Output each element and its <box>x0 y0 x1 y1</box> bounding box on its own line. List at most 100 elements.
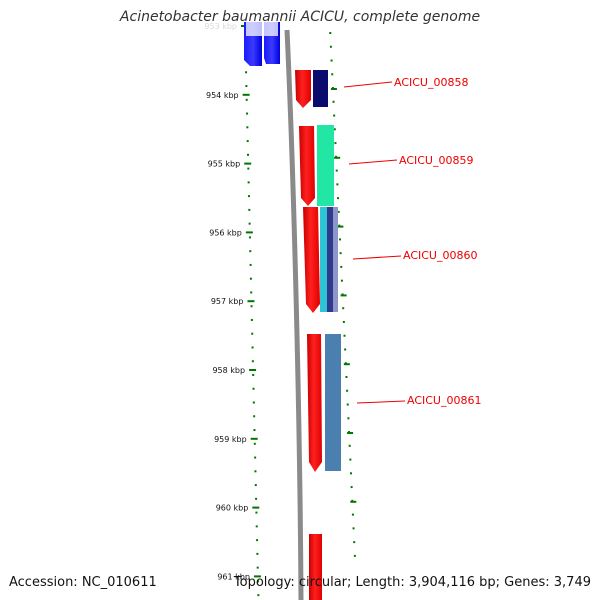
cds-arrow-00860[interactable] <box>303 207 320 313</box>
inner-minor-tick <box>248 236 251 239</box>
kbp-major-tick <box>244 162 252 165</box>
inner-minor-tick <box>251 360 254 363</box>
map-title: Acinetobacter baumannii ACICU, complete … <box>119 9 481 25</box>
inner-minor-tick <box>245 85 248 88</box>
inner-minor-tick <box>253 442 256 445</box>
kbp-major-tick <box>247 300 255 303</box>
outer-major-tick <box>334 156 341 159</box>
backbone-ring <box>284 29 304 600</box>
inner-minor-tick <box>249 263 252 266</box>
forward-cds-track <box>295 70 322 600</box>
gene-label-00861[interactable]: ACICU_00861 <box>407 394 481 407</box>
outer-tick-ring <box>329 32 357 557</box>
gene-block-top <box>244 22 280 66</box>
outer-minor-tick <box>350 486 353 489</box>
inner-minor-tick <box>249 277 252 280</box>
kbp-major-tick <box>249 369 257 371</box>
outer-minor-tick <box>343 334 346 337</box>
outer-minor-tick <box>340 265 343 268</box>
outer-minor-tick <box>337 210 340 213</box>
kbp-tick-label: 954 kbp <box>206 91 239 100</box>
annotation-block-00859[interactable] <box>317 125 334 206</box>
outer-minor-tick <box>336 183 339 186</box>
kbp-tick-label: 953 kbp <box>204 22 237 31</box>
outer-minor-tick <box>330 59 333 62</box>
annotation-block-00858[interactable] <box>313 70 328 107</box>
inner-minor-tick <box>255 497 258 500</box>
outer-minor-tick <box>333 114 336 117</box>
outer-minor-tick <box>353 541 356 544</box>
inner-minor-tick <box>255 511 258 514</box>
kbp-major-tick <box>242 93 250 96</box>
gene-label-00858[interactable]: ACICU_00858 <box>394 76 468 89</box>
inner-minor-tick <box>257 580 260 583</box>
inner-minor-tick <box>254 484 257 487</box>
cds-arrow-00859[interactable] <box>299 126 315 206</box>
kbp-tick-label: 956 kbp <box>209 228 242 237</box>
kbp-major-tick <box>253 575 261 578</box>
callout-line-00859 <box>348 159 398 165</box>
inner-minor-tick <box>247 167 250 170</box>
inner-minor-tick <box>248 222 251 225</box>
inner-minor-tick <box>254 470 257 473</box>
outer-minor-tick <box>335 169 338 172</box>
inner-minor-tick <box>252 374 255 376</box>
outer-minor-tick <box>346 389 349 392</box>
outer-minor-tick <box>334 142 337 145</box>
inner-minor-tick <box>246 140 249 143</box>
outer-minor-tick <box>345 376 348 378</box>
gene-top-highlight <box>246 22 278 36</box>
callout-line-00860 <box>352 255 402 260</box>
outer-minor-tick <box>329 32 332 34</box>
inner-minor-tick <box>245 71 248 74</box>
outer-major-tick <box>343 363 350 366</box>
annotation-block-00860-a[interactable] <box>320 207 328 312</box>
inner-minor-tick <box>246 126 249 129</box>
kbp-tick-label: 960 kbp <box>216 504 249 513</box>
gene-label-00860[interactable]: ACICU_00860 <box>403 249 477 262</box>
kbp-tick-label: 958 kbp <box>212 366 245 375</box>
inner-minor-tick <box>257 594 260 597</box>
inner-minor-tick <box>250 291 253 294</box>
inner-minor-tick <box>255 525 258 528</box>
gene-label-00859[interactable]: ACICU_00859 <box>399 154 473 167</box>
outer-major-tick <box>347 432 354 434</box>
gene-callouts: ACICU_00858 ACICU_00859 ACICU_00860 ACIC… <box>343 76 481 407</box>
outer-minor-tick <box>344 348 347 351</box>
annotation-block-00861[interactable] <box>325 334 341 471</box>
inner-minor-tick <box>247 195 250 198</box>
outer-minor-tick <box>349 458 352 461</box>
outer-minor-tick <box>331 73 334 76</box>
inner-minor-tick <box>250 318 253 321</box>
outer-major-tick <box>350 500 357 503</box>
outer-minor-tick <box>342 320 345 323</box>
outer-minor-tick <box>348 444 351 447</box>
kbp-major-tick <box>250 437 258 440</box>
outer-minor-tick <box>338 238 341 241</box>
kbp-major-tick <box>252 506 260 509</box>
cds-arrow-bottom[interactable] <box>309 534 322 600</box>
annotation-track <box>313 70 341 471</box>
outer-minor-tick <box>339 252 342 255</box>
outer-minor-tick <box>332 100 335 103</box>
inner-minor-tick <box>245 98 248 101</box>
kbp-tick-label: 961 kbp <box>217 572 250 581</box>
inner-minor-tick <box>253 415 256 418</box>
outer-minor-tick <box>333 128 336 131</box>
outer-minor-tick <box>351 513 354 516</box>
inner-minor-tick <box>252 401 255 404</box>
kbp-major-tick <box>245 231 253 234</box>
inner-minor-tick <box>250 305 253 308</box>
annotation-block-00860-b[interactable] <box>327 207 333 312</box>
cds-arrow-00858[interactable] <box>295 70 311 108</box>
cds-arrow-00861[interactable] <box>307 334 322 472</box>
accession-text: Accession: NC_010611 <box>9 575 157 590</box>
inner-minor-tick <box>248 208 251 211</box>
inner-minor-tick <box>252 387 255 390</box>
kbp-scale: 953 kbp 954 kbp 955 kbp 956 kbp 957 kbp 958 k… <box>204 22 250 581</box>
annotation-block-00860-c[interactable] <box>333 207 338 312</box>
callout-line-00858 <box>343 81 393 88</box>
callout-line-00861 <box>356 400 406 404</box>
outer-minor-tick <box>352 527 355 530</box>
